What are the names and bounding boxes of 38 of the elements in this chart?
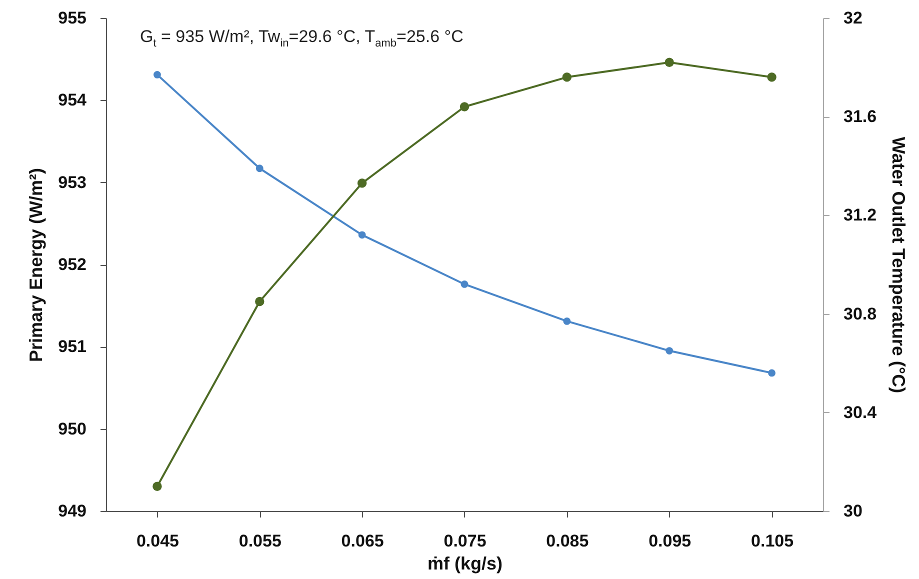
y2-tick-label: 31.2 — [844, 206, 877, 225]
y-tick-label: 952 — [58, 255, 86, 274]
point — [256, 164, 264, 172]
y2-tick-label: 30.4 — [844, 402, 878, 422]
y-axis-title: Primary Energy (W/m²) — [26, 168, 46, 362]
point — [460, 280, 468, 288]
x-axis-title: ṁf (kg/s) — [427, 554, 503, 574]
y-tick-label: 955 — [58, 8, 86, 28]
x-tick-label: 0.075 — [444, 532, 486, 550]
y-tick-label: 949 — [58, 502, 86, 520]
point — [768, 369, 776, 377]
x-tick-label: 0.085 — [546, 532, 589, 550]
point — [154, 70, 161, 78]
y2-tick-label: 32 — [844, 8, 862, 28]
y2-tick-label: 30.8 — [844, 304, 877, 324]
y2-tick-label: 30 — [844, 502, 862, 520]
y-tick-label: 950 — [58, 419, 86, 438]
point — [563, 317, 571, 325]
y-tick-label: 951 — [58, 337, 86, 356]
y2-tick-label: 31.6 — [844, 107, 877, 126]
annotation: G$_{t}$ = 935 W/m², Tw$_{in}$=29.6 °C, T$_{amb}$=25.6 °C — [140, 27, 464, 50]
x-tick-label: 0.055 — [238, 532, 282, 550]
x-tick-label: 0.105 — [751, 532, 794, 550]
point — [152, 482, 162, 491]
point — [255, 296, 264, 306]
y-tick-label: 953 — [58, 172, 86, 192]
x-tick-label: 0.095 — [648, 532, 692, 550]
point — [666, 347, 674, 354]
x-tick-label: 0.045 — [136, 532, 179, 550]
y2-axis-title: Water Outlet Temperature (°C) — [888, 136, 909, 394]
x-tick-label: 0.065 — [341, 532, 384, 550]
point — [460, 102, 470, 112]
point — [767, 72, 776, 82]
point — [562, 72, 572, 82]
point — [358, 231, 366, 239]
point — [357, 178, 367, 188]
point — [664, 58, 674, 67]
y-tick-label: 954 — [58, 90, 88, 110]
